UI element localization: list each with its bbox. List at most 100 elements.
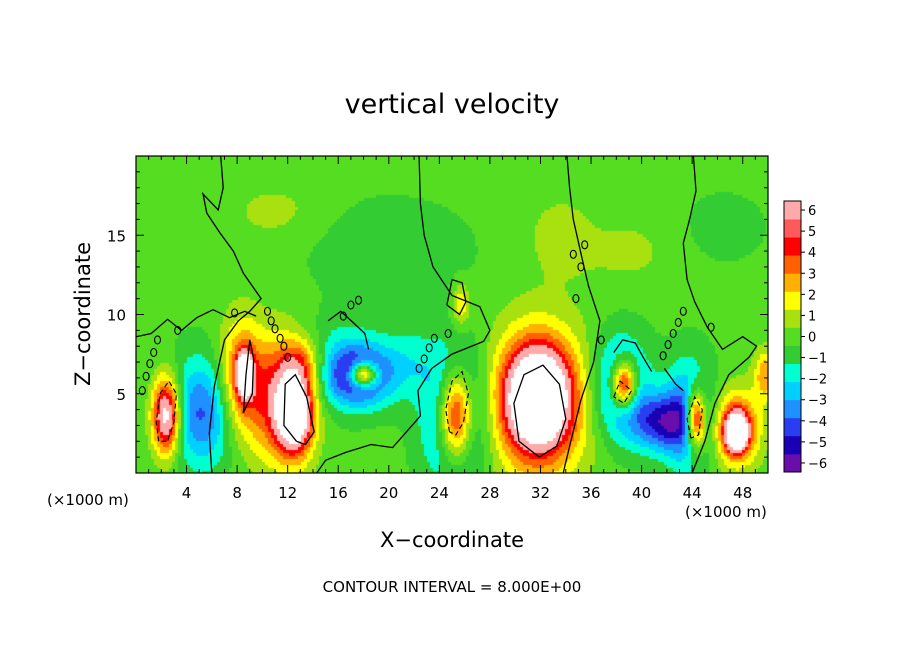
x-tick-label: 20: [379, 484, 398, 502]
x-axis-unit-right: (×1000 m): [685, 503, 767, 521]
small-contour-loop: [347, 300, 355, 310]
x-tick-label: 24: [430, 484, 449, 502]
colorbar-swatch: [784, 201, 801, 220]
small-contour-loop: [569, 249, 577, 259]
small-contour-loop: [138, 386, 146, 396]
zero-contour-line: [242, 339, 255, 414]
small-contour-loop: [444, 328, 452, 339]
small-contour-loop: [659, 351, 667, 361]
small-contour-loop: [577, 262, 585, 272]
small-contour-loop: [280, 341, 288, 351]
x-tick-label: 12: [278, 484, 297, 502]
small-contour-loop: [669, 328, 677, 339]
zero-contour-line: [562, 155, 601, 474]
x-tick-label: 8: [232, 484, 242, 502]
small-contour-loop: [284, 352, 292, 362]
small-contour-loop: [153, 335, 162, 345]
small-contour-loop: [174, 325, 182, 335]
x-tick-label: 28: [480, 484, 499, 502]
zero-contour-line: [135, 308, 257, 338]
zero-contour-line: [613, 339, 653, 372]
zero-contour-line: [446, 278, 467, 316]
y-tick-label: 15: [107, 227, 126, 245]
small-contour-loop: [267, 316, 275, 326]
x-tick-label: 32: [531, 484, 550, 502]
colorbar-label: 4: [808, 246, 816, 261]
colorbar-swatch: [784, 273, 801, 292]
small-contour-loop: [146, 359, 154, 369]
small-contour-loop: [572, 294, 580, 304]
x-axis-label: X−coordinate: [380, 528, 524, 552]
x-tick-label: 36: [581, 484, 600, 502]
zero-contour-line: [283, 373, 315, 446]
zero-contour-line: [327, 310, 370, 350]
colorbar-label: 5: [808, 225, 816, 240]
y-axis-label: Z−coordinate: [71, 242, 95, 386]
y-tick-label: 5: [116, 386, 126, 404]
zero-contour-line: [201, 155, 262, 474]
small-contour-loop: [415, 363, 423, 373]
colorbar-swatch: [784, 345, 801, 364]
colorbar-swatch: [784, 219, 801, 238]
colorbar-swatch: [784, 381, 801, 401]
small-contour-loop: [430, 333, 438, 343]
small-contour-loop: [142, 371, 150, 381]
colorbar-label: −3: [808, 394, 827, 409]
zero-contour-line: [663, 368, 684, 392]
x-tick-label: 4: [182, 484, 192, 502]
small-contour-loop: [339, 311, 347, 321]
small-contour-loop: [707, 322, 715, 332]
negative-contour-line: [613, 380, 633, 405]
small-contour-loop: [231, 308, 239, 318]
colorbar-swatch: [784, 453, 801, 473]
colorbar-label: −5: [808, 436, 827, 451]
small-contour-loop: [263, 306, 272, 316]
colorbar-label: 2: [808, 288, 816, 303]
colorbar-swatch: [784, 309, 801, 328]
negative-contour-line: [686, 395, 703, 439]
zero-contour-line: [513, 364, 567, 458]
colorbar-swatch: [784, 237, 801, 256]
small-contour-loop: [674, 317, 682, 327]
colorbar-swatch: [784, 435, 801, 455]
small-contour-loop: [354, 295, 363, 305]
small-contour-loop: [425, 343, 433, 353]
colorbar-label: 6: [808, 204, 816, 219]
colorbar-swatch: [784, 255, 801, 274]
colorbar-label: −6: [808, 457, 827, 472]
small-contour-loop: [150, 347, 158, 358]
y-tick-label: 10: [107, 307, 126, 325]
colorbar-label: −1: [808, 352, 827, 367]
x-tick-label: 40: [632, 484, 651, 502]
negative-contour-line: [155, 380, 177, 442]
small-contour-loop: [664, 340, 672, 350]
colorbar-swatch: [784, 399, 801, 419]
colorbar-label: 0: [808, 331, 816, 346]
small-contour-loop: [271, 324, 279, 334]
chart-title: vertical velocity: [345, 89, 560, 120]
x-tick-label: 48: [733, 484, 752, 502]
colorbar-swatch: [784, 327, 801, 346]
zero-contour-line: [682, 155, 758, 474]
contour-interval-note: CONTOUR INTERVAL = 8.000E+00: [323, 578, 582, 596]
small-contour-loop: [276, 333, 284, 343]
small-contour-loop: [420, 354, 428, 364]
x-axis: 4 8 12 16 20 24 28 32 36 40 44 48: [148, 156, 756, 502]
x-tick-label: 44: [683, 484, 702, 502]
colorbar-swatch: [784, 363, 801, 383]
x-axis-unit-left: (×1000 m): [47, 491, 129, 509]
x-tick-label: 16: [329, 484, 348, 502]
colorbar-swatch: [784, 291, 801, 310]
colorbar: −6 −5 −4 −3 −2 −1 0 1 2 3 4 5 6: [783, 200, 827, 473]
colorbar-label: −2: [808, 373, 827, 388]
colorbar-label: 1: [808, 309, 816, 324]
colorbar-label: 3: [808, 267, 816, 282]
small-contour-loop: [597, 335, 605, 345]
contour-lines: [135, 155, 758, 474]
heatmap-field: [136, 156, 768, 473]
y-axis: 5 10 15: [107, 171, 768, 458]
small-contour-loop: [679, 306, 687, 316]
small-contour-loop: [581, 240, 589, 250]
zero-contour-line: [316, 155, 491, 474]
